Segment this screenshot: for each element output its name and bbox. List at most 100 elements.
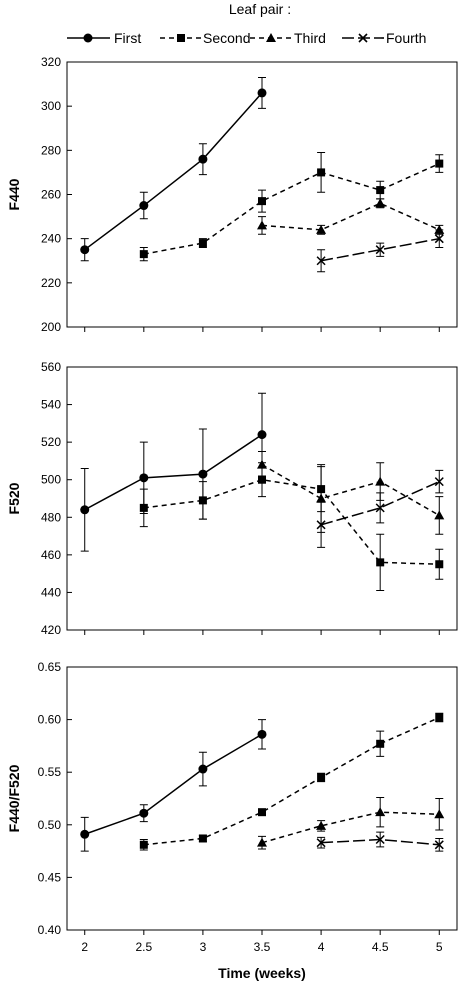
x-tick-label: 3.5 xyxy=(254,940,271,954)
data-point xyxy=(198,154,208,164)
y-tick-label: 320 xyxy=(41,55,61,69)
y-tick-label: 240 xyxy=(41,232,61,246)
y-tick-label: 220 xyxy=(41,276,61,290)
data-point xyxy=(258,197,266,206)
data-point xyxy=(316,838,326,848)
data-point xyxy=(198,834,207,843)
data-point xyxy=(317,773,326,782)
data-point xyxy=(198,239,207,248)
y-tick-label: 0.40 xyxy=(38,923,62,937)
data-point xyxy=(258,475,266,484)
x-tick-label: 5 xyxy=(436,940,443,954)
legend-entry-first: First xyxy=(67,30,141,46)
series-second xyxy=(139,462,444,592)
plot-frame xyxy=(66,666,458,931)
series-second xyxy=(139,152,444,262)
y-tick-label: 0.45 xyxy=(38,870,62,884)
x-marker-icon xyxy=(358,33,368,43)
data-point xyxy=(435,560,444,569)
data-point xyxy=(434,234,444,244)
y-tick-label: 520 xyxy=(41,435,61,449)
y-axis-label: F440 xyxy=(6,178,22,210)
y-axis-label: F520 xyxy=(6,482,22,514)
data-point xyxy=(80,829,90,839)
series-line xyxy=(261,464,440,517)
legend-entry-fourth: Fourth xyxy=(342,30,426,46)
data-point xyxy=(316,256,326,266)
y-tick-label: 260 xyxy=(41,188,61,202)
data-point xyxy=(316,224,327,234)
series-first xyxy=(80,76,267,262)
legend-title: Leaf pair : xyxy=(229,1,291,17)
y-tick-label: 420 xyxy=(41,623,61,637)
series-line xyxy=(84,434,263,511)
data-point xyxy=(257,459,267,469)
series-line xyxy=(261,202,440,231)
data-point xyxy=(375,476,386,486)
y-tick-label: 440 xyxy=(41,585,61,599)
chart-panel-f520: 420 440 460 480 500 520 540 560 F520 xyxy=(6,360,458,637)
legend-label: Second xyxy=(203,30,250,46)
legend-label: Third xyxy=(294,30,326,46)
data-point xyxy=(198,469,208,479)
x-tick-label: 2 xyxy=(81,940,88,954)
x-axis-label: Time (weeks) xyxy=(218,965,306,981)
data-point xyxy=(376,739,385,748)
data-point xyxy=(139,250,148,259)
legend-entry-second: Second xyxy=(160,30,250,46)
series-fourth xyxy=(316,469,444,548)
data-point xyxy=(375,198,386,208)
y-tick-label: 0.60 xyxy=(38,713,62,727)
data-point xyxy=(434,510,445,520)
series-first xyxy=(80,719,267,852)
data-point xyxy=(376,558,385,567)
data-point xyxy=(375,807,386,817)
series-line xyxy=(143,162,440,255)
data-point xyxy=(257,430,267,440)
y-axis-label: F440/F520 xyxy=(6,764,22,832)
chart-panel-f440-f520-ratio: 0.40 0.45 0.50 0.55 0.60 0.65 2 2.5 3 3.5 4 4.5 5 F44… xyxy=(6,660,458,954)
data-point xyxy=(139,201,149,211)
series-third xyxy=(257,451,445,535)
data-point xyxy=(139,840,148,849)
data-point xyxy=(139,503,148,512)
y-tick-label: 0.65 xyxy=(38,660,62,674)
x-tick-label: 4 xyxy=(318,940,325,954)
series-line xyxy=(320,480,440,526)
legend: Leaf pair : First Second Third Fourth xyxy=(67,1,426,46)
data-point xyxy=(257,729,267,739)
data-point xyxy=(198,496,207,505)
circle-marker-icon xyxy=(83,33,93,43)
data-point xyxy=(316,820,327,830)
series-fourth xyxy=(316,229,444,273)
data-point xyxy=(434,809,445,819)
legend-label: First xyxy=(114,30,141,46)
data-point xyxy=(375,834,385,845)
data-point xyxy=(434,477,444,487)
series-line xyxy=(84,92,263,251)
y-tick-label: 460 xyxy=(41,548,61,562)
series-second xyxy=(139,712,444,851)
y-tick-label: 300 xyxy=(41,99,61,113)
series-line xyxy=(261,811,440,844)
data-point xyxy=(139,808,149,818)
data-point xyxy=(434,840,444,850)
data-point xyxy=(435,713,444,722)
x-tick-label: 3 xyxy=(200,940,207,954)
data-point xyxy=(257,220,267,230)
data-point xyxy=(80,505,90,515)
series-third xyxy=(257,198,445,235)
data-point xyxy=(376,186,385,195)
y-tick-label: 480 xyxy=(41,510,61,524)
x-tick-label: 4.5 xyxy=(372,940,389,954)
y-tick-label: 280 xyxy=(41,143,61,157)
data-point xyxy=(316,520,326,530)
data-point xyxy=(257,88,267,98)
data-point xyxy=(80,245,90,255)
series-fourth xyxy=(316,831,444,852)
series-line xyxy=(320,237,440,262)
legend-label: Fourth xyxy=(386,30,426,46)
y-tick-label: 540 xyxy=(41,398,61,412)
square-marker-icon xyxy=(177,34,185,42)
series-line xyxy=(143,716,440,846)
